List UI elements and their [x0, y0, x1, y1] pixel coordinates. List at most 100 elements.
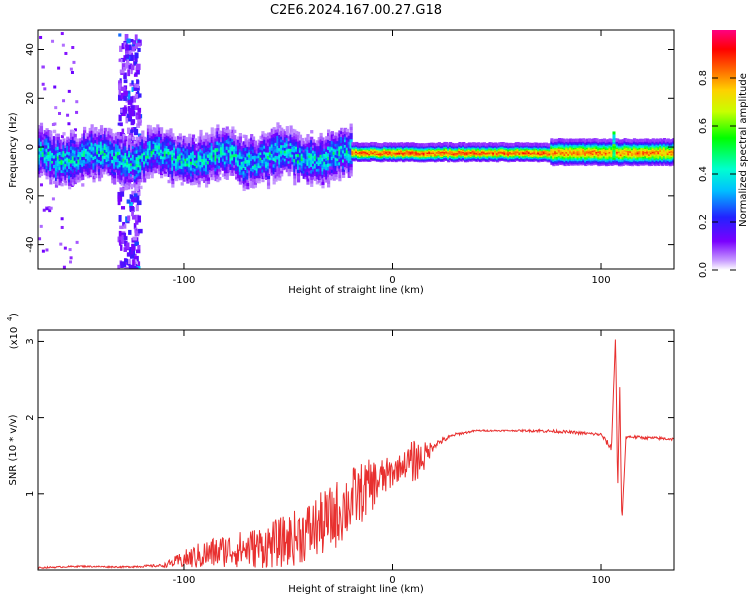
heat-cell [136, 79, 139, 84]
heat-cell [276, 125, 280, 130]
heat-cell [47, 166, 51, 171]
heat-cell [205, 177, 209, 182]
heat-cell [133, 143, 137, 148]
heat-cell [60, 150, 64, 155]
heat-cell [120, 143, 124, 147]
heat-cell [126, 242, 130, 249]
heat-cell [306, 162, 310, 166]
heat-cell [128, 169, 132, 174]
heat-cell [135, 63, 141, 70]
heat-cell [345, 151, 349, 156]
heat-cell [43, 147, 47, 152]
heat-cell [47, 136, 51, 140]
heat-cell [349, 129, 353, 134]
heat-cell [150, 147, 154, 152]
heat-cell [90, 151, 94, 155]
heat-cell [75, 173, 79, 178]
heat-cell [175, 172, 179, 177]
heat-cell [130, 46, 135, 52]
heat-cell [259, 149, 263, 153]
heat-cell [171, 177, 175, 181]
heat-cell [62, 132, 66, 136]
heat-cell [343, 152, 348, 157]
heat-cell [137, 39, 142, 46]
heat-cell [319, 132, 323, 137]
heat-cell [218, 159, 222, 163]
heat-cell [233, 159, 237, 163]
heat-cell [533, 142, 537, 146]
heat-cell [135, 157, 139, 161]
heat-cell [304, 165, 308, 170]
heat-cell [182, 144, 186, 149]
heat-cell [531, 142, 535, 147]
heat-cell [464, 143, 468, 147]
heat-cell [176, 163, 181, 168]
heat-cell [220, 164, 224, 168]
heat-cell [64, 174, 68, 178]
heat-cell [122, 152, 126, 156]
heat-cell [244, 182, 248, 186]
heat-cell [184, 139, 188, 144]
heat-cell [135, 267, 139, 269]
heat-cell [242, 174, 246, 178]
heat-cell [250, 181, 254, 185]
heat-cell [233, 137, 237, 142]
heat-cell [101, 152, 106, 156]
heat-cell [229, 169, 233, 173]
heat-cell [452, 143, 456, 147]
heat-cell [116, 138, 121, 143]
heat-cell [107, 139, 111, 144]
heat-cell [124, 166, 128, 170]
heat-cell [99, 157, 104, 162]
heat-cell [343, 144, 348, 148]
heat-cell [66, 174, 70, 179]
heat-cell [133, 153, 137, 157]
heat-cell [77, 141, 81, 145]
heat-cell [265, 133, 269, 138]
heat-cell [71, 169, 75, 173]
heat-cell [231, 135, 235, 140]
heat-cell [175, 175, 179, 179]
heat-cell [298, 151, 303, 156]
heat-cell [62, 169, 66, 174]
heat-cell [236, 163, 241, 167]
heat-cell [381, 143, 385, 147]
heat-cell [216, 175, 220, 179]
heat-cell [272, 170, 276, 175]
heat-cell [38, 170, 42, 175]
heat-cell [123, 90, 128, 96]
heat-cell [280, 150, 284, 154]
heat-cell [99, 167, 104, 172]
heat-cell [340, 130, 344, 135]
heat-cell [56, 169, 60, 173]
heat-cell [71, 136, 75, 140]
heat-cell [270, 144, 274, 148]
heat-cell [69, 177, 74, 181]
heat-cell [268, 140, 273, 144]
heat-cell [266, 135, 271, 140]
heat-cell [144, 140, 149, 144]
heat-cell [263, 148, 267, 152]
heat-cell [159, 143, 164, 147]
heat-cell [156, 136, 160, 140]
heat-cell [190, 181, 194, 186]
heat-cell [235, 176, 239, 180]
heat-cell [109, 165, 113, 169]
heat-cell [146, 155, 151, 159]
heat-cell [124, 33, 129, 41]
heat-cell [227, 143, 231, 148]
heat-cell [244, 176, 248, 180]
heat-cell [167, 139, 171, 143]
heat-cell [128, 65, 133, 70]
heat-cell [126, 152, 130, 157]
heat-cell [114, 150, 119, 155]
heat-cell [47, 130, 51, 134]
heat-cell [327, 177, 331, 181]
heat-cell [358, 142, 363, 147]
heat-cell [336, 145, 340, 149]
heat-cell [152, 148, 156, 152]
heat-cell [83, 153, 87, 157]
heat-cell [126, 149, 130, 154]
heat-cell [300, 152, 304, 157]
heat-cell [295, 138, 299, 142]
